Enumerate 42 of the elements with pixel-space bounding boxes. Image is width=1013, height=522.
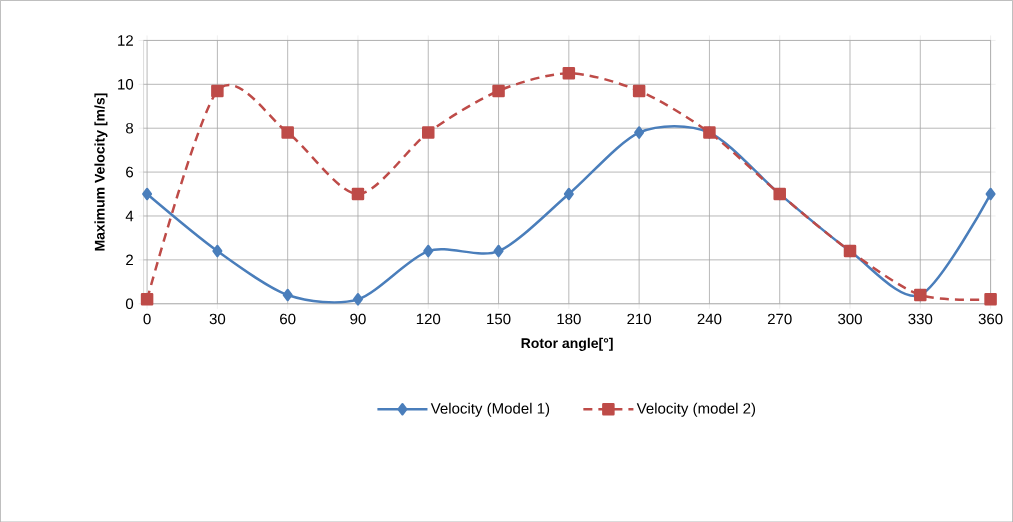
y-tick-label: 4 [125, 210, 134, 221]
x-tick-label: 180 [557, 313, 581, 325]
legend-label: Velocity (model 2) [636, 402, 756, 417]
point [493, 244, 504, 258]
y-tick-label: 0 [125, 298, 134, 309]
point [142, 187, 153, 201]
y-tick-label: 2 [126, 254, 133, 265]
point [212, 244, 223, 258]
x-tick-label: 120 [416, 313, 441, 325]
x-tick-label: 360 [978, 313, 1003, 325]
point [563, 187, 574, 201]
point [984, 292, 997, 306]
y-tick-label: 10 [118, 78, 134, 90]
point [282, 288, 293, 302]
x-axis-title: Rotor angle[°] [521, 337, 613, 351]
point [423, 244, 434, 258]
x-tick-label: 0 [143, 313, 151, 325]
point [140, 292, 154, 306]
point [562, 66, 576, 80]
point [281, 126, 294, 139]
x-tick-label: 90 [350, 313, 366, 325]
point [352, 292, 363, 306]
point [985, 187, 996, 201]
y-axis-title: Maximum Velocity [m/s] [94, 93, 108, 251]
y-tick-label: 12 [118, 34, 133, 46]
x-tick-label: 210 [627, 313, 652, 325]
point [492, 84, 505, 97]
x-tick-label: 150 [487, 313, 511, 325]
x-tick-label: 60 [280, 313, 296, 325]
point [211, 84, 224, 97]
y-tick-label: 8 [126, 122, 134, 134]
point [351, 187, 365, 201]
point [634, 126, 645, 139]
point [422, 126, 435, 139]
x-tick-label: 300 [838, 313, 862, 325]
x-tick-label: 30 [209, 313, 226, 325]
x-tick-label: 330 [908, 313, 933, 325]
point [632, 84, 646, 97]
y-tick-label: 6 [126, 166, 134, 178]
x-tick-label: 270 [767, 313, 792, 325]
x-tick-label: 240 [697, 313, 722, 325]
legend-label: Velocity (Model 1) [430, 402, 550, 417]
